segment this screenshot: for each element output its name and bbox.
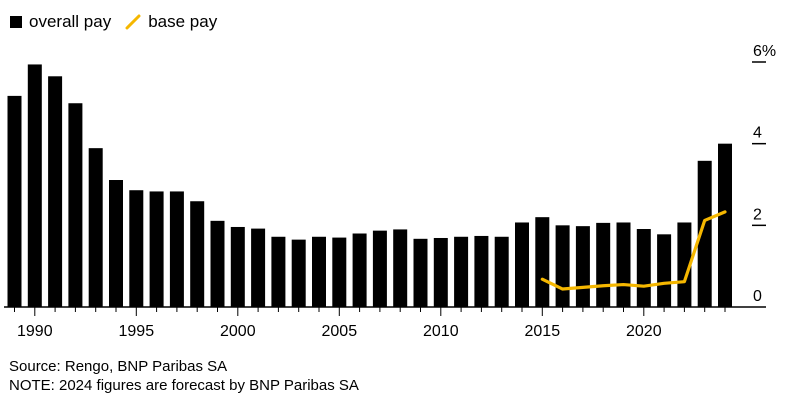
bar-2015 xyxy=(535,217,550,307)
legend-line-swatch-icon xyxy=(125,14,141,30)
base-pay-line xyxy=(540,210,727,291)
bar-2022 xyxy=(677,222,692,307)
footnote: NOTE: 2024 figures are forecast by BNP P… xyxy=(9,377,359,394)
bar-2018 xyxy=(596,222,611,307)
bar-2023 xyxy=(697,160,712,307)
bar-2001 xyxy=(251,228,266,307)
y-tick-label-4: 4 xyxy=(753,125,762,142)
legend-item-base-pay: base pay xyxy=(125,12,217,32)
y-tick-label-6: 6% xyxy=(753,43,776,60)
bar-1992 xyxy=(68,103,83,308)
x-tick-label-2010: 2010 xyxy=(423,323,459,340)
bar-1989 xyxy=(7,95,22,307)
bar-2006 xyxy=(352,233,367,307)
source-note: Source: Rengo, BNP Paribas SA xyxy=(9,358,228,375)
x-tick-label-1995: 1995 xyxy=(119,323,155,340)
bar-2002 xyxy=(271,236,286,307)
bar-2012 xyxy=(474,235,489,307)
bar-2019 xyxy=(616,222,631,307)
bar-1993 xyxy=(88,148,103,307)
x-axis: 1990 1995 2000 2005 2010 2015 2020 xyxy=(4,306,766,340)
x-tick-label-1990: 1990 xyxy=(17,323,53,340)
x-tick-label-2005: 2005 xyxy=(322,323,358,340)
bar-2003 xyxy=(291,239,306,308)
bar-2005 xyxy=(332,237,347,307)
y-axis: 0 2 4 6% xyxy=(752,43,776,305)
bars-group xyxy=(7,64,732,308)
x-tick-label-2020: 2020 xyxy=(626,323,662,340)
bar-2014 xyxy=(515,222,529,307)
bar-2009 xyxy=(413,238,428,307)
bar-1994 xyxy=(109,180,123,307)
bar-2007 xyxy=(372,230,387,307)
bar-1995 xyxy=(129,190,144,307)
bar-2021 xyxy=(657,234,672,307)
bar-2017 xyxy=(575,226,590,307)
bar-1990 xyxy=(27,64,42,307)
bar-1999 xyxy=(210,220,225,307)
bar-2013 xyxy=(494,236,509,307)
bar-1997 xyxy=(169,191,184,307)
legend: overall pay base pay xyxy=(10,10,231,34)
bar-2000 xyxy=(230,226,245,307)
bar-2020 xyxy=(636,229,651,307)
bar-2016 xyxy=(555,225,570,307)
y-tick-label-2: 2 xyxy=(753,206,762,223)
bar-1991 xyxy=(48,76,63,307)
bar-2024 xyxy=(718,143,732,307)
base-pay-line-group xyxy=(540,210,727,291)
bar-2010 xyxy=(433,237,448,307)
bar-1998 xyxy=(190,201,205,307)
bar-2004 xyxy=(312,236,326,307)
legend-label-overall-pay: overall pay xyxy=(29,12,112,31)
y-tick-label-0: 0 xyxy=(753,288,762,305)
legend-label-base-pay: base pay xyxy=(148,12,218,31)
bar-1996 xyxy=(149,191,164,307)
x-tick-label-2015: 2015 xyxy=(525,323,561,340)
bar-2008 xyxy=(393,229,408,307)
legend-item-overall-pay: overall pay xyxy=(10,12,111,32)
bar-2011 xyxy=(454,236,469,307)
x-tick-label-2000: 2000 xyxy=(220,323,256,340)
legend-bar-swatch-icon xyxy=(10,16,22,28)
